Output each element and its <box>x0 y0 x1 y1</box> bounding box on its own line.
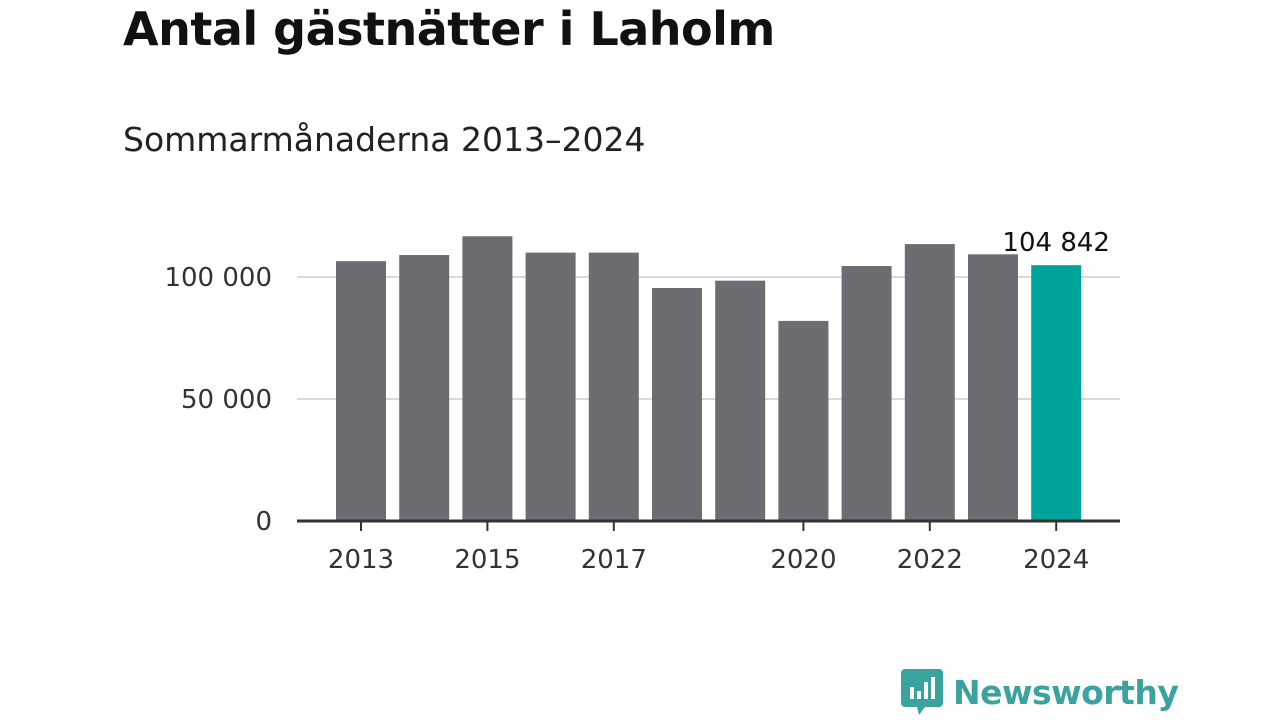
x-tick-label: 2020 <box>770 545 836 575</box>
bar-2014 <box>399 255 450 522</box>
bar-2023 <box>968 254 1018 522</box>
y-tick-label: 50 000 <box>181 385 272 415</box>
bar-2022 <box>904 244 955 521</box>
bar-2017 <box>588 252 639 521</box>
bar-2018 <box>652 287 702 521</box>
bar-2024 <box>1031 265 1082 521</box>
newsworthy-logo: Newsworthy <box>901 669 1179 715</box>
bar-2020 <box>778 320 829 521</box>
bar-2019 <box>715 280 766 521</box>
chart-subtitle: Sommarmånaderna 2013–2024 <box>123 120 646 159</box>
y-tick-label: 100 000 <box>164 263 272 293</box>
x-tick-label: 2017 <box>581 545 647 575</box>
x-tick-label: 2015 <box>454 545 520 575</box>
bar-2013 <box>336 261 386 521</box>
bars <box>336 236 1082 522</box>
bar-2016 <box>525 252 576 521</box>
y-tick-label: 0 <box>255 507 272 537</box>
bar-2021 <box>841 266 892 521</box>
highlight-value-label: 104 842 <box>1002 228 1110 258</box>
bar-chart: 0 50 000 100 000 104 842 2013 2015 2017 2020 202… <box>164 228 1120 575</box>
x-tick-label: 2024 <box>1023 545 1089 575</box>
bar-chart-speech-bubble-icon <box>901 669 943 715</box>
axes: 0 50 000 100 000 104 842 2013 2015 2017 2020 202… <box>164 228 1120 575</box>
x-tick-label: 2022 <box>897 545 963 575</box>
chart-title: Antal gästnätter i Laholm <box>123 2 775 56</box>
brand-name: Newsworthy <box>953 672 1179 712</box>
x-tick-label: 2013 <box>328 545 394 575</box>
bar-2015 <box>462 236 513 521</box>
